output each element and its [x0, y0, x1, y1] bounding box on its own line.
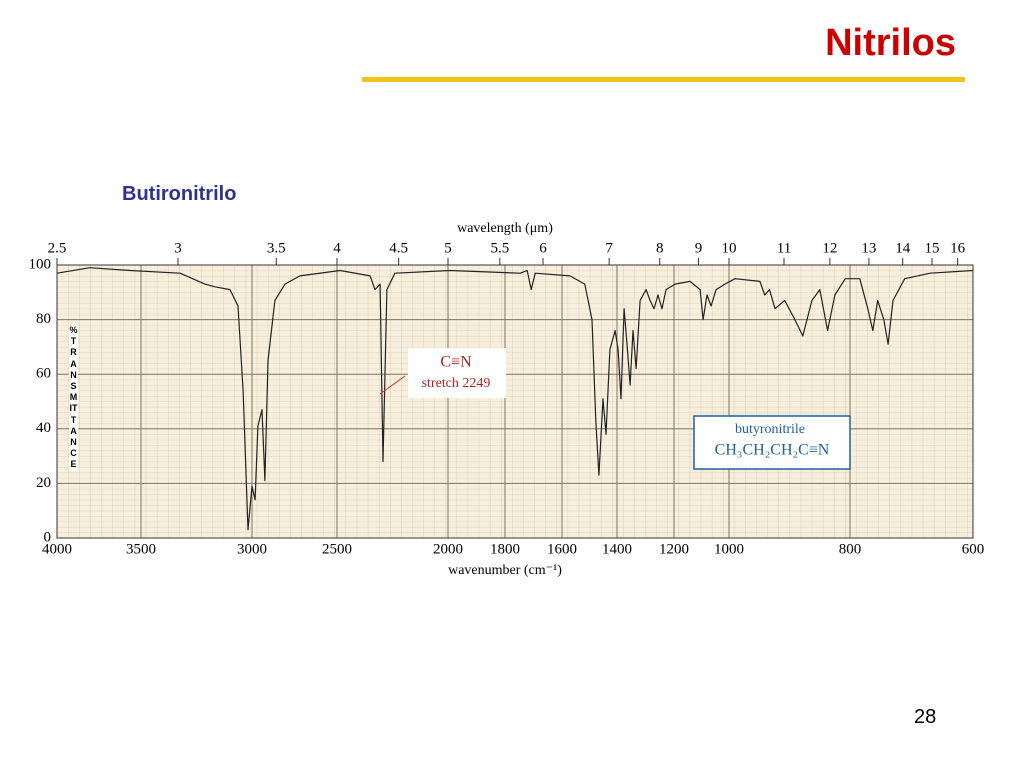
x-tick-label: 800 — [839, 541, 862, 557]
top-tick-label: 5.5 — [490, 240, 509, 256]
x-tick-label: 1400 — [602, 541, 632, 557]
annotation-text: stretch 2249 — [422, 376, 491, 391]
title-rule — [362, 77, 965, 82]
y-tick-label: 40 — [36, 420, 51, 436]
top-tick-label: 16 — [950, 240, 966, 256]
subtitle: Butironitrilo — [122, 183, 237, 205]
top-tick-label: 7 — [605, 240, 613, 256]
x-tick-label: 2500 — [322, 541, 352, 557]
top-tick-label: 12 — [822, 240, 837, 256]
annotation-pointer — [379, 375, 406, 395]
y-tick-label: 20 — [36, 475, 51, 491]
top-tick-label: 13 — [861, 240, 876, 256]
top-tick-label: 15 — [925, 240, 940, 256]
top-tick-label: 2.5 — [48, 240, 67, 256]
y-tick-label: 100 — [29, 256, 52, 272]
y-tick-label: 80 — [36, 311, 51, 327]
annotation-text: C≡N — [440, 354, 472, 371]
spectrum-line — [56, 267, 974, 531]
minor-grid — [57, 265, 973, 538]
slide-title: Nitrilos — [825, 22, 956, 64]
top-tick-label: 4 — [333, 240, 341, 256]
x-tick-label: 2000 — [433, 541, 463, 557]
top-tick-label: 6 — [539, 240, 547, 256]
x-tick-label: 3000 — [237, 541, 267, 557]
top-tick-label: 3.5 — [267, 240, 286, 256]
x-tick-label: 1000 — [714, 541, 744, 557]
x-tick-label: 4000 — [42, 541, 72, 557]
compound-name: butyronitrile — [735, 422, 805, 437]
x-tick-label: 600 — [962, 541, 985, 557]
x-tick-label: 1200 — [659, 541, 689, 557]
compound-formula: CH₃CH₂CH₂C≡N — [715, 442, 830, 459]
x-tick-label: 1800 — [490, 541, 520, 557]
top-tick-label: 14 — [895, 240, 911, 256]
top-tick-label: 5 — [444, 240, 452, 256]
y-tick-label: 0 — [44, 529, 52, 545]
x-tick-label: 1600 — [547, 541, 577, 557]
plot-frame — [56, 264, 974, 539]
top-tick-label: 11 — [777, 240, 791, 256]
top-tick-label: 9 — [695, 240, 703, 256]
x-tick-label: 3500 — [126, 541, 156, 557]
top-tick-label: 10 — [722, 240, 737, 256]
top-axis-label: wavelength (μm) — [457, 221, 553, 236]
annotation-box — [408, 348, 506, 398]
y-axis-label: %TRANSMITTANCE — [69, 325, 78, 471]
top-tick-label: 8 — [656, 240, 664, 256]
x-axis-label: wavenumber (cm⁻¹) — [448, 563, 562, 578]
y-tick-label: 60 — [36, 366, 51, 382]
compound-box — [693, 415, 851, 470]
top-tick-label: 4.5 — [389, 240, 408, 256]
top-tick-label: 3 — [174, 240, 182, 256]
page-number: 28 — [914, 706, 937, 728]
